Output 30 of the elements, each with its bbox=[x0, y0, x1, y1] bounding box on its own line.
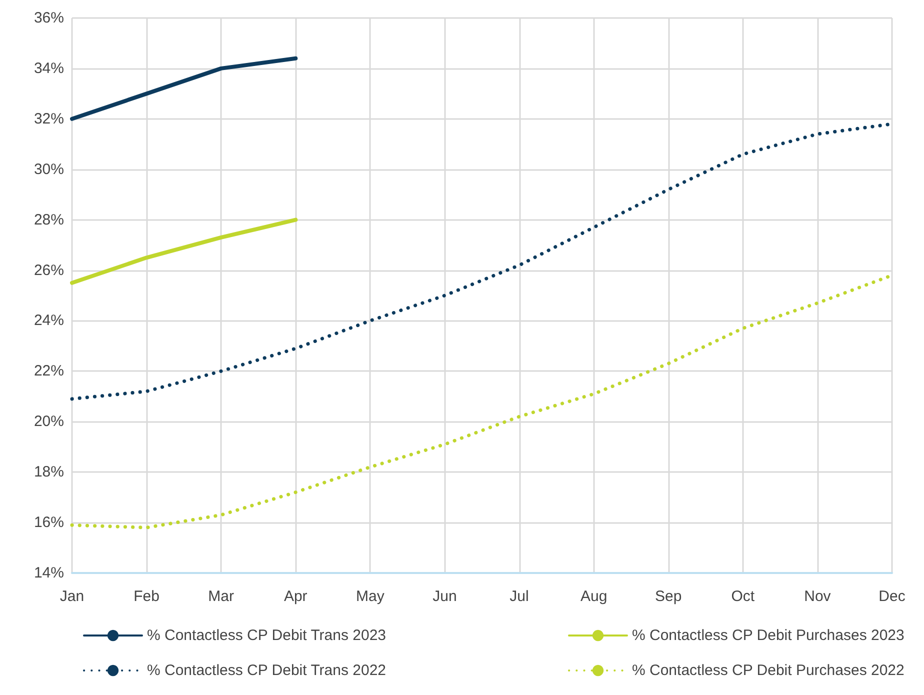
y-tick-label: 26% bbox=[34, 262, 64, 279]
y-tick-label: 30% bbox=[34, 160, 64, 178]
y-tick-label: 18% bbox=[34, 464, 64, 481]
x-tick-label: Jul bbox=[510, 588, 529, 605]
legend-label: % Contactless CP Debit Trans 2023 bbox=[147, 627, 386, 644]
y-tick-label: 28% bbox=[34, 211, 64, 228]
y-tick-label: 14% bbox=[34, 564, 64, 582]
line-series bbox=[70, 56, 298, 121]
x-tick-label: Nov bbox=[804, 588, 832, 605]
y-tick-label: 36% bbox=[34, 10, 64, 26]
x-tick-label: Aug bbox=[580, 588, 608, 605]
x-tick-label: Jan bbox=[60, 588, 84, 605]
y-tick-label: 20% bbox=[34, 413, 64, 430]
x-tick-label: Feb bbox=[134, 588, 160, 605]
x-tick-label: May bbox=[356, 588, 385, 605]
line-series bbox=[70, 218, 298, 285]
legend-label: % Contactless CP Debit Purchases 2023 bbox=[632, 627, 904, 644]
x-tick-label: Mar bbox=[208, 588, 234, 605]
y-tick-label: 34% bbox=[34, 60, 64, 77]
y-tick-label: 16% bbox=[34, 514, 64, 532]
x-tick-label: Oct bbox=[731, 588, 756, 605]
x-tick-label: Apr bbox=[284, 588, 308, 605]
y-tick-label: 22% bbox=[34, 362, 64, 380]
y-tick-label: 32% bbox=[34, 110, 64, 128]
x-tick-label: Sep bbox=[655, 588, 682, 605]
legend-label: % Contactless CP Debit Trans 2022 bbox=[147, 662, 386, 679]
x-tick-label: Dec bbox=[878, 588, 906, 605]
legend-label: % Contactless CP Debit Purchases 2022 bbox=[632, 662, 904, 679]
y-tick-label: 24% bbox=[34, 312, 64, 330]
x-tick-label: Jun bbox=[432, 588, 457, 605]
